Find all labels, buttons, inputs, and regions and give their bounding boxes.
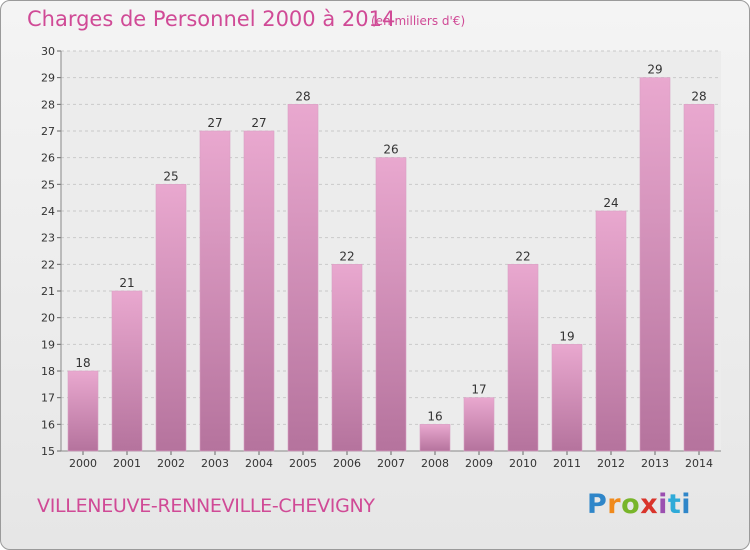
y-tick-label: 26 bbox=[41, 152, 55, 165]
x-tick-label: 2006 bbox=[333, 457, 361, 470]
logo-letter: o bbox=[621, 489, 641, 520]
x-tick-label: 2007 bbox=[377, 457, 405, 470]
bar bbox=[243, 130, 275, 452]
bar-value-label: 16 bbox=[427, 409, 442, 423]
y-tick-label: 20 bbox=[41, 312, 55, 325]
x-tick-label: 2011 bbox=[553, 457, 581, 470]
bar-value-label: 27 bbox=[207, 116, 222, 130]
bar-value-label: 24 bbox=[603, 196, 618, 210]
y-tick-label: 25 bbox=[41, 178, 55, 191]
bar bbox=[67, 370, 99, 452]
bar-value-label: 18 bbox=[75, 356, 90, 370]
x-tick-label: 2004 bbox=[245, 457, 273, 470]
bar-value-label: 25 bbox=[163, 169, 178, 183]
y-tick-label: 24 bbox=[41, 205, 55, 218]
bar bbox=[111, 290, 143, 452]
municipality-name: VILLENEUVE-RENNEVILLE-CHEVIGNY bbox=[37, 495, 375, 517]
x-tick-label: 2000 bbox=[69, 457, 97, 470]
bar bbox=[639, 77, 671, 452]
bar bbox=[331, 264, 363, 452]
logo-letter: i bbox=[681, 489, 692, 520]
y-tick-label: 17 bbox=[41, 392, 55, 405]
bar-value-label: 17 bbox=[471, 383, 486, 397]
x-tick-label: 2002 bbox=[157, 457, 185, 470]
bars bbox=[67, 77, 715, 452]
y-tick-label: 29 bbox=[41, 72, 55, 85]
y-tick-label: 27 bbox=[41, 125, 55, 138]
x-tick-label: 2005 bbox=[289, 457, 317, 470]
y-tick-label: 23 bbox=[41, 232, 55, 245]
logo-letter: i bbox=[658, 489, 668, 520]
logo-letter: x bbox=[640, 489, 659, 520]
bar bbox=[419, 424, 451, 452]
proxiti-logo: Proxiti bbox=[587, 489, 691, 520]
x-tick-label: 2013 bbox=[641, 457, 669, 470]
chart-title: Charges de Personnel 2000 à 2014 bbox=[27, 7, 396, 31]
bar-value-label: 22 bbox=[339, 249, 354, 263]
bar bbox=[199, 130, 231, 452]
bar bbox=[287, 104, 319, 452]
logo-letter: t bbox=[667, 489, 682, 520]
bar-value-label: 26 bbox=[383, 143, 398, 157]
bar-value-label: 22 bbox=[515, 249, 530, 263]
x-tick-label: 2008 bbox=[421, 457, 449, 470]
x-tick-label: 2012 bbox=[597, 457, 625, 470]
bar bbox=[155, 184, 187, 452]
bar bbox=[551, 344, 583, 452]
x-tick-label: 2014 bbox=[685, 457, 713, 470]
bar-value-label: 19 bbox=[559, 329, 574, 343]
y-tick-label: 21 bbox=[41, 285, 55, 298]
chart-subtitle: (en milliers d'€) bbox=[371, 14, 466, 28]
bar bbox=[683, 104, 715, 452]
x-tick-label: 2010 bbox=[509, 457, 537, 470]
logo-letter: P bbox=[587, 489, 608, 520]
labels: 15 16 17 18 19 20 21 22 23 24 25 26 27 28 29 30 18 2000 21… bbox=[41, 45, 713, 470]
bar-value-label: 28 bbox=[295, 89, 310, 103]
bar bbox=[463, 397, 495, 452]
bar-value-label: 28 bbox=[691, 89, 706, 103]
bar-value-label: 21 bbox=[119, 276, 134, 290]
y-tick-label: 19 bbox=[41, 338, 55, 351]
y-tick-label: 30 bbox=[41, 45, 55, 58]
bar-value-label: 29 bbox=[647, 63, 662, 77]
y-tick-label: 16 bbox=[41, 418, 55, 431]
y-tick-label: 22 bbox=[41, 258, 55, 271]
bar bbox=[595, 210, 627, 452]
y-tick-label: 18 bbox=[41, 365, 55, 378]
x-tick-label: 2001 bbox=[113, 457, 141, 470]
bar bbox=[507, 264, 539, 452]
y-tick-label: 28 bbox=[41, 98, 55, 111]
logo-letter: r bbox=[607, 489, 622, 520]
x-tick-label: 2003 bbox=[201, 457, 229, 470]
x-tick-label: 2009 bbox=[465, 457, 493, 470]
bar bbox=[375, 157, 407, 452]
bar-value-label: 27 bbox=[251, 116, 266, 130]
y-tick-label: 15 bbox=[41, 445, 55, 458]
